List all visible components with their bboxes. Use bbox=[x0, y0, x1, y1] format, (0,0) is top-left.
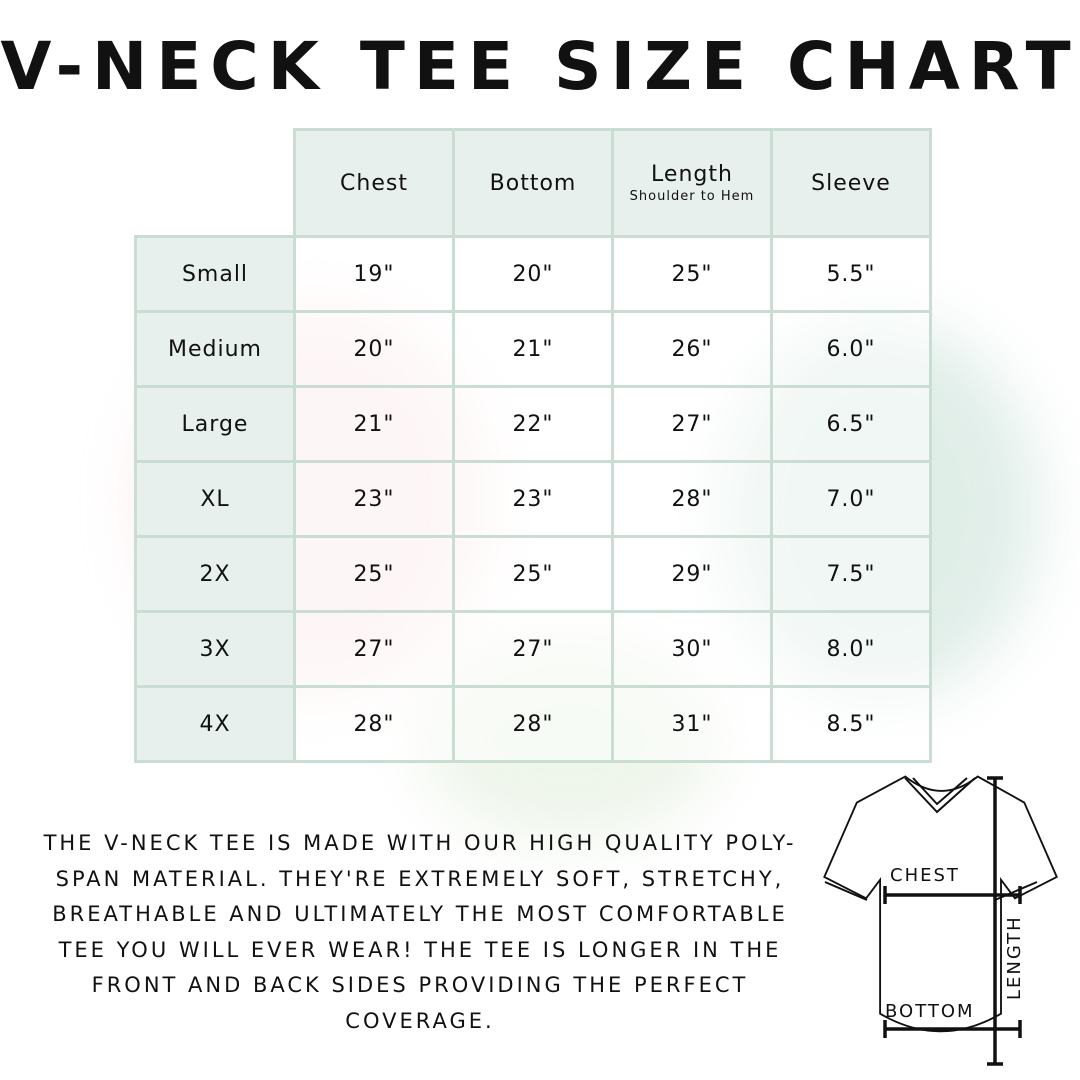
size-row: Large 21" 22" 27" 6.5" bbox=[134, 385, 932, 463]
sleeve-cuff-icon bbox=[824, 881, 1038, 901]
page-title: V-NECK TEE SIZE CHART bbox=[0, 28, 1080, 105]
measurement-cell: 27" bbox=[611, 385, 773, 463]
size-label: 3X bbox=[134, 610, 296, 688]
size-label: 4X bbox=[134, 685, 296, 763]
size-row: Medium 20" 21" 26" 6.0" bbox=[134, 310, 932, 388]
column-header-length: Length Shoulder to Hem bbox=[611, 128, 773, 238]
measurement-cell: 30" bbox=[611, 610, 773, 688]
column-header-bottom: Bottom bbox=[452, 128, 614, 238]
measurement-cell: 7.5" bbox=[770, 535, 932, 613]
tee-outline-icon bbox=[823, 775, 1059, 1033]
measurement-cell: 28" bbox=[611, 460, 773, 538]
size-row: 2X 25" 25" 29" 7.5" bbox=[134, 535, 932, 613]
bottom-label: BOTTOM bbox=[885, 1001, 975, 1022]
column-header-chest: Chest bbox=[293, 128, 455, 238]
measurement-cell: 28" bbox=[452, 685, 614, 763]
measurement-cell: 21" bbox=[452, 310, 614, 388]
column-header-label: Sleeve bbox=[811, 170, 891, 196]
measurement-cell: 8.0" bbox=[770, 610, 932, 688]
measurement-cell: 21" bbox=[293, 385, 455, 463]
chest-label: CHEST bbox=[890, 865, 960, 886]
measurement-cell: 25" bbox=[452, 535, 614, 613]
measurement-cell: 20" bbox=[293, 310, 455, 388]
measurement-cell: 22" bbox=[452, 385, 614, 463]
measurement-cell: 23" bbox=[293, 460, 455, 538]
measurement-cell: 31" bbox=[611, 685, 773, 763]
corner-cell bbox=[135, 129, 296, 238]
column-header-label: Chest bbox=[340, 170, 408, 196]
size-label: Small bbox=[134, 235, 296, 313]
measurement-cell: 7.0" bbox=[770, 460, 932, 538]
measurement-cell: 28" bbox=[293, 685, 455, 763]
measurement-cell: 20" bbox=[452, 235, 614, 313]
column-header-sublabel: Shoulder to Hem bbox=[629, 189, 755, 204]
column-header-sleeve: Sleeve bbox=[770, 128, 932, 238]
measurement-cell: 8.5" bbox=[770, 685, 932, 763]
size-label: Large bbox=[134, 385, 296, 463]
tee-measurement-diagram: CHEST BOTTOM LENGTH bbox=[823, 775, 1059, 1066]
measurement-cell: 27" bbox=[293, 610, 455, 688]
size-label: 2X bbox=[134, 535, 296, 613]
measurement-cell: 29" bbox=[611, 535, 773, 613]
measurement-cell: 25" bbox=[293, 535, 455, 613]
size-table: Chest Bottom Length Shoulder to Hem Sleeve S… bbox=[134, 128, 932, 763]
measurement-cell: 27" bbox=[452, 610, 614, 688]
measurement-cell: 6.5" bbox=[770, 385, 932, 463]
description-text: The V-neck tee is made with our high qua… bbox=[43, 831, 797, 1033]
measurement-cell: 26" bbox=[611, 310, 773, 388]
measurement-cell: 23" bbox=[452, 460, 614, 538]
length-label: LENGTH bbox=[1004, 915, 1025, 1000]
size-row: 4X 28" 28" 31" 8.5" bbox=[134, 685, 932, 763]
measurement-cell: 6.0" bbox=[770, 310, 932, 388]
size-row: 3X 27" 27" 30" 8.0" bbox=[134, 610, 932, 688]
size-label: XL bbox=[134, 460, 296, 538]
measurement-cell: 25" bbox=[611, 235, 773, 313]
column-header-label: Bottom bbox=[489, 170, 577, 196]
header-row: Chest Bottom Length Shoulder to Hem Sleeve bbox=[135, 128, 932, 238]
v-neck-collar-icon bbox=[904, 777, 976, 814]
measurement-cell: 5.5" bbox=[770, 235, 932, 313]
column-header-label: Length bbox=[651, 162, 733, 187]
size-row: Small 19" 20" 25" 5.5" bbox=[134, 235, 932, 313]
measurement-cell: 19" bbox=[293, 235, 455, 313]
size-row: XL 23" 23" 28" 7.0" bbox=[134, 460, 932, 538]
size-label: Medium bbox=[134, 310, 296, 388]
